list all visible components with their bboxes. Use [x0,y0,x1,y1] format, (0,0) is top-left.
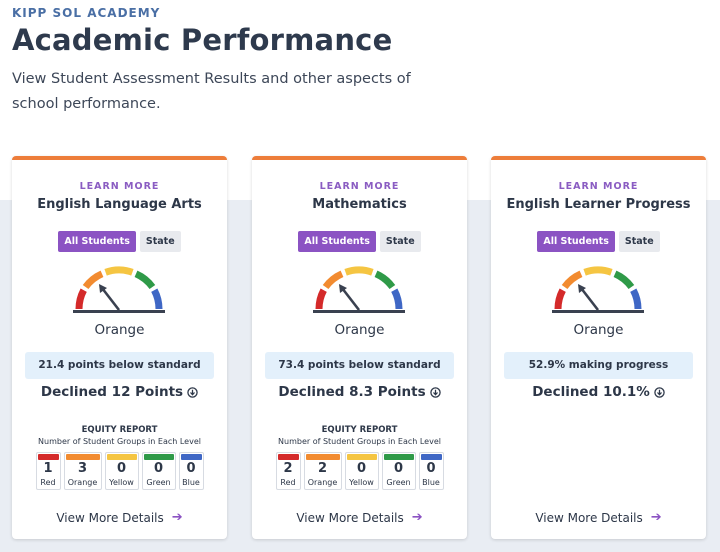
card-subject: Mathematics [312,197,407,212]
change-text: Declined 12 Points [40,384,184,400]
filter-group: All Students State [491,231,706,252]
status-box: 52.9% making progress [504,352,693,379]
learn-more-link[interactable]: LEARN MORE [319,181,400,192]
equity-levels: 1 Red 3 Orange 0 Yellow 0 Green 0 Bl [12,452,227,490]
equity-level-orange: 3 Orange [63,452,102,490]
equity-level-yellow: 0 Yellow [104,452,139,490]
equity-label: Green [386,478,411,487]
equity-level-yellow: 0 Yellow [344,452,379,490]
page-header: KIPP SOL ACADEMY Academic Performance Vi… [12,6,712,117]
equity-report-subtitle: Number of Student Groups in Each Level [38,437,201,446]
learn-more-link[interactable]: LEARN MORE [79,181,160,192]
equity-count: 0 [186,461,196,476]
equity-count: 0 [393,461,404,476]
equity-report-title: EQUITY REPORT [321,425,398,435]
equity-count: 0 [153,461,164,476]
school-name: KIPP SOL ACADEMY [12,6,161,20]
view-more-details-link[interactable]: View More Details ➔ [491,510,706,525]
equity-level-orange: 2 Orange [303,452,342,490]
arrow-down-circle-icon [187,386,198,398]
equity-label: Orange [67,478,98,487]
change-text: Declined 8.3 Points [278,384,426,400]
performance-gauge-icon [313,266,405,313]
equity-level-blue: 0 Blue [178,452,204,490]
filter-group: All Students State [12,231,227,252]
state-button[interactable]: State [618,231,660,252]
equity-report-title: EQUITY REPORT [81,425,158,435]
arrow-down-circle-icon [429,386,441,398]
equity-label: Blue [182,478,200,487]
equity-count: 3 [77,461,88,476]
equity-count: 0 [356,461,367,476]
equity-count: 2 [283,461,293,476]
change-text: Declined 10.1% [532,384,650,400]
arrow-right-icon: ➔ [650,510,662,525]
equity-count: 0 [116,461,127,476]
equity-report-subtitle: Number of Student Groups in Each Level [278,437,441,446]
view-more-details-link[interactable]: View More Details ➔ [252,510,467,525]
state-button[interactable]: State [379,231,421,252]
all-students-button[interactable]: All Students [537,231,615,252]
equity-label: Yellow [349,478,374,487]
equity-level-red: 1 Red [35,452,61,490]
card-subject: English Language Arts [37,197,202,212]
equity-label: Red [40,478,56,487]
equity-label: Green [146,478,171,487]
equity-count: 1 [43,461,53,476]
page-title: Academic Performance [12,23,393,57]
equity-count: 2 [317,461,328,476]
performance-gauge-icon [73,266,165,313]
change-summary: Declined 12 Points [12,384,227,400]
equity-level-green: 0 Green [381,452,416,490]
performance-level: Orange [94,322,145,338]
status-box: 21.4 points below standard [25,352,214,379]
equity-label: Blue [422,478,440,487]
performance-level: Orange [334,322,385,338]
equity-label: Red [280,478,296,487]
card-english-learner-progress: LEARN MORE English Learner Progress All … [491,156,706,539]
card-mathematics: LEARN MORE Mathematics All Students Stat… [252,156,467,539]
status-box: 73.4 points below standard [265,352,454,379]
page-subtitle: View Student Assessment Results and othe… [12,71,411,112]
equity-label: Orange [307,478,338,487]
equity-count: 0 [426,461,436,476]
change-summary: Declined 8.3 Points [252,384,467,400]
card-english-language-arts: LEARN MORE English Language Arts All Stu… [12,156,227,539]
state-button[interactable]: State [139,231,181,252]
equity-level-red: 2 Red [275,452,301,490]
view-more-label: View More Details [56,510,164,525]
change-summary: Declined 10.1% [491,384,706,400]
equity-level-blue: 0 Blue [418,452,444,490]
arrow-right-icon: ➔ [411,510,423,525]
equity-levels: 2 Red 2 Orange 0 Yellow 0 Green 0 Bl [252,452,467,490]
performance-level: Orange [573,322,624,338]
arrow-down-circle-icon [654,386,665,398]
arrow-right-icon: ➔ [171,510,183,525]
all-students-button[interactable]: All Students [58,231,136,252]
view-more-details-link[interactable]: View More Details ➔ [12,510,227,525]
filter-group: All Students State [252,231,467,252]
view-more-label: View More Details [296,510,404,525]
view-more-label: View More Details [535,510,643,525]
indicator-cards: LEARN MORE English Language Arts All Stu… [12,156,712,540]
card-subject: English Learner Progress [506,197,691,212]
equity-label: Yellow [109,478,134,487]
equity-level-green: 0 Green [141,452,176,490]
learn-more-link[interactable]: LEARN MORE [558,181,639,192]
all-students-button[interactable]: All Students [298,231,376,252]
performance-gauge-icon [552,266,644,313]
